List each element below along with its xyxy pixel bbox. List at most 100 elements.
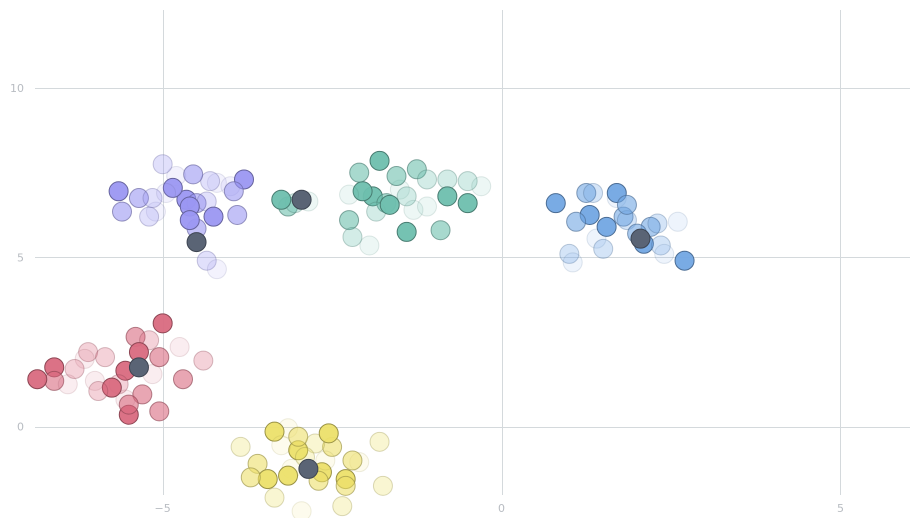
series-4-point-12	[264, 421, 285, 442]
series-2-point-2	[583, 182, 604, 203]
series-4-point-2	[369, 431, 390, 452]
series-3-point-13	[149, 401, 170, 422]
series-2-point-14	[650, 235, 671, 256]
series-0	[108, 154, 254, 280]
series-0-point-2	[152, 154, 173, 175]
series-0-point-7	[206, 172, 227, 193]
series-0-point-23	[206, 259, 227, 280]
series-1-point-24	[379, 194, 400, 215]
series-2-point-22	[593, 238, 614, 259]
series-1-point-23	[339, 184, 360, 205]
series-3-point-18	[64, 359, 85, 380]
series-0-point-22	[196, 250, 217, 271]
series-4-point-16	[257, 469, 278, 490]
series-4-point-19	[315, 450, 336, 471]
series-4-point-15	[271, 435, 292, 456]
series-4-point-22	[332, 496, 353, 517]
series-2-point-11	[667, 211, 688, 232]
series-1-point-9	[430, 220, 451, 241]
series-3-point-14	[78, 342, 99, 363]
series-0-centroid	[186, 232, 207, 253]
series-4-point-5	[335, 475, 356, 496]
series-1-point-16	[457, 193, 478, 214]
series-1-point-11	[417, 196, 437, 217]
series-0-point-24	[179, 210, 200, 231]
series-4-point-23	[291, 501, 312, 518]
series-1-point-8	[437, 186, 458, 207]
series-0-point-25	[183, 164, 204, 185]
series-0-point-11	[145, 201, 166, 222]
series-1-point-17	[339, 210, 360, 231]
series-3-point-19	[84, 370, 105, 391]
series-1-point-13	[386, 166, 407, 187]
series-0-point-10	[200, 171, 221, 192]
x-tick-label-2: 5	[837, 502, 844, 515]
series-3-point-0	[152, 313, 173, 334]
series-1-point-1	[406, 159, 427, 180]
tick-labels: −5 0 5 0 5 10	[10, 82, 844, 515]
series-0-point-17	[227, 204, 248, 225]
x-tick-label-1: 0	[498, 502, 505, 515]
points-layer	[27, 150, 695, 518]
series-0-point-12	[162, 177, 183, 198]
series-1-point-18	[342, 226, 363, 247]
series-1-point-28	[271, 189, 292, 210]
x-tick-label-0: −5	[155, 502, 171, 515]
y-tick-label-1: 5	[17, 251, 24, 264]
series-2-point-17	[566, 211, 587, 232]
series-0-point-21	[223, 181, 244, 202]
series-4-point-24	[318, 423, 339, 444]
series-3-point-26	[88, 381, 109, 402]
series-1-point-2	[437, 169, 458, 190]
series-3-point-21	[132, 384, 153, 405]
series-1-centroid	[291, 189, 312, 210]
series-1-point-21	[349, 162, 370, 183]
series-3-point-20	[101, 377, 122, 398]
series-1-point-6	[396, 186, 417, 207]
series-2-point-15	[654, 243, 675, 264]
series-3-point-23	[57, 374, 78, 395]
series-1-point-0	[369, 150, 390, 171]
series-0-point-13	[112, 201, 132, 222]
series-3-point-15	[74, 348, 95, 369]
series-4-point-20	[278, 465, 299, 486]
series-1-point-14	[457, 171, 478, 192]
series-2-point-16	[674, 250, 695, 271]
series-2-point-19	[562, 252, 583, 273]
series-3-point-3	[169, 337, 190, 358]
series-2-point-1	[576, 182, 597, 203]
series-4-point-17	[240, 467, 261, 488]
series-1-point-15	[471, 176, 492, 197]
series-0-point-0	[108, 181, 129, 202]
series-3-point-6	[193, 350, 214, 371]
series-2-point-18	[559, 243, 580, 264]
series-3-point-5	[149, 347, 170, 368]
series-0-point-19	[156, 182, 177, 203]
series-2-point-20	[596, 216, 617, 237]
series-3	[27, 313, 214, 425]
series-1-point-20	[396, 221, 417, 242]
series-1-point-7	[403, 199, 424, 220]
series-3-point-24	[27, 369, 48, 390]
y-tick-label-0: 0	[17, 421, 24, 434]
series-2-point-0	[545, 193, 566, 214]
series-4-point-26	[264, 487, 285, 508]
series-4-point-13	[288, 426, 309, 447]
series-4-point-14	[305, 433, 326, 454]
centroids-layer	[128, 189, 651, 479]
series-0-point-18	[142, 188, 163, 209]
series-0-point-1	[128, 188, 149, 209]
series-2	[545, 182, 695, 273]
series-0-point-14	[139, 206, 160, 227]
series-4-point-6	[372, 475, 393, 496]
series-1-point-22	[417, 169, 437, 190]
series-1-point-19	[359, 235, 380, 256]
grid-lines	[35, 10, 910, 495]
series-2-point-13	[616, 194, 637, 215]
series-4-point-10	[230, 436, 251, 457]
series-4-centroid	[298, 458, 319, 479]
series-3-point-22	[95, 347, 116, 368]
series-2-centroid	[630, 228, 651, 249]
series-3-point-9	[173, 369, 193, 390]
